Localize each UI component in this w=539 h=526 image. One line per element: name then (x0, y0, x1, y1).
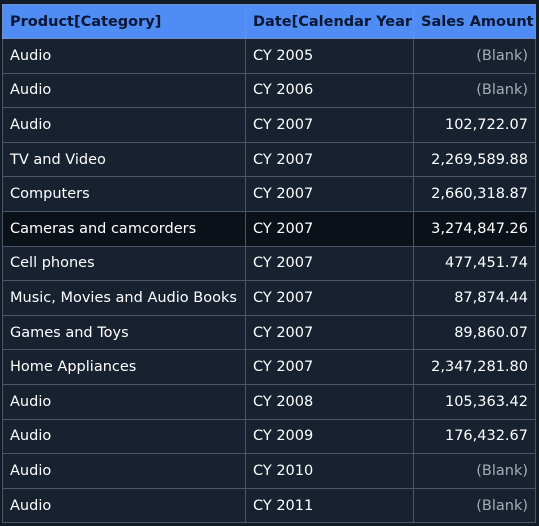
table-row[interactable]: Home Appliances CY 2007 2,347,281.80 (2, 349, 536, 385)
cell-sales-amount[interactable]: (Blank) (413, 72, 536, 109)
table-row[interactable]: Music, Movies and Audio Books CY 2007 87… (2, 280, 536, 316)
column-header-sales-amount[interactable]: Sales Amount (413, 4, 536, 39)
header-row: Product[Category] Date[Calendar Year] Sa… (2, 4, 536, 39)
cell-category[interactable]: Music, Movies and Audio Books (2, 280, 246, 316)
cell-sales-amount[interactable]: 176,432.67 (413, 418, 536, 455)
cell-calendar-year[interactable]: CY 2009 (245, 418, 414, 455)
cell-sales-amount[interactable]: 3,274,847.26 (413, 210, 536, 247)
cell-sales-amount[interactable]: 2,660,318.87 (413, 176, 536, 212)
cell-category[interactable]: Audio (2, 487, 246, 524)
table-row[interactable]: Audio CY 2006 (Blank) (2, 72, 536, 109)
column-header-calendar-year[interactable]: Date[Calendar Year] (245, 4, 414, 39)
cell-calendar-year[interactable]: CY 2005 (245, 38, 414, 74)
cell-category[interactable]: Audio (2, 107, 246, 143)
cell-category[interactable]: TV and Video (2, 141, 246, 178)
cell-category[interactable]: Audio (2, 72, 246, 109)
cell-calendar-year[interactable]: CY 2007 (245, 176, 414, 212)
table-row[interactable]: Audio CY 2010 (Blank) (2, 453, 536, 489)
cell-sales-amount[interactable]: (Blank) (413, 38, 536, 74)
cell-category[interactable]: Games and Toys (2, 314, 246, 351)
results-grid: Product[Category] Date[Calendar Year] Sa… (2, 4, 536, 524)
table-row[interactable]: Computers CY 2007 2,660,318.87 (2, 176, 536, 212)
cell-category[interactable]: Audio (2, 453, 246, 489)
cell-calendar-year[interactable]: CY 2007 (245, 314, 414, 351)
cell-sales-amount[interactable]: 2,269,589.88 (413, 141, 536, 178)
cell-calendar-year[interactable]: CY 2007 (245, 210, 414, 247)
cell-sales-amount[interactable]: 87,874.44 (413, 280, 536, 316)
column-header-category[interactable]: Product[Category] (2, 4, 246, 39)
cell-sales-amount[interactable]: 2,347,281.80 (413, 349, 536, 385)
table-row[interactable]: Audio CY 2011 (Blank) (2, 487, 536, 524)
results-table: Product[Category] Date[Calendar Year] Sa… (2, 4, 536, 524)
table-row[interactable]: Audio CY 2009 176,432.67 (2, 418, 536, 455)
cell-calendar-year[interactable]: CY 2006 (245, 72, 414, 109)
cell-calendar-year[interactable]: CY 2010 (245, 453, 414, 489)
cell-category[interactable]: Audio (2, 38, 246, 74)
cell-calendar-year[interactable]: CY 2007 (245, 349, 414, 385)
cell-calendar-year[interactable]: CY 2007 (245, 141, 414, 178)
cell-calendar-year[interactable]: CY 2008 (245, 383, 414, 420)
cell-category[interactable]: Audio (2, 383, 246, 420)
cell-calendar-year[interactable]: CY 2007 (245, 280, 414, 316)
cell-sales-amount[interactable]: (Blank) (413, 487, 536, 524)
table-row[interactable]: Audio CY 2008 105,363.42 (2, 383, 536, 420)
cell-sales-amount[interactable]: 102,722.07 (413, 107, 536, 143)
table-row[interactable]: Games and Toys CY 2007 89,860.07 (2, 314, 536, 351)
cell-calendar-year[interactable]: CY 2011 (245, 487, 414, 524)
table-row[interactable]: Audio CY 2005 (Blank) (2, 38, 536, 74)
cell-category[interactable]: Home Appliances (2, 349, 246, 385)
cell-category[interactable]: Computers (2, 176, 246, 212)
cell-sales-amount[interactable]: (Blank) (413, 453, 536, 489)
cell-sales-amount[interactable]: 105,363.42 (413, 383, 536, 420)
cell-calendar-year[interactable]: CY 2007 (245, 245, 414, 282)
cell-sales-amount[interactable]: 89,860.07 (413, 314, 536, 351)
table-row[interactable]: Audio CY 2007 102,722.07 (2, 107, 536, 143)
cell-sales-amount[interactable]: 477,451.74 (413, 245, 536, 282)
table-row[interactable]: Cell phones CY 2007 477,451.74 (2, 245, 536, 282)
cell-category[interactable]: Cameras and camcorders (2, 210, 246, 247)
table-row[interactable]: TV and Video CY 2007 2,269,589.88 (2, 141, 536, 178)
cell-category[interactable]: Cell phones (2, 245, 246, 282)
table-row-selected[interactable]: Cameras and camcorders CY 2007 3,274,847… (2, 210, 536, 247)
cell-calendar-year[interactable]: CY 2007 (245, 107, 414, 143)
cell-category[interactable]: Audio (2, 418, 246, 455)
